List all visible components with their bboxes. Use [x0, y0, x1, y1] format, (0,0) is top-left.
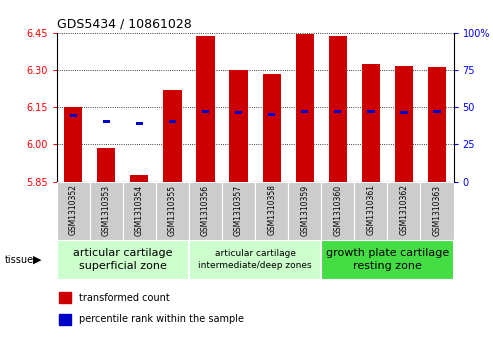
Text: GSM1310359: GSM1310359 [300, 184, 309, 236]
Text: GSM1310354: GSM1310354 [135, 184, 144, 236]
Bar [222, 182, 255, 240]
Bar [268, 113, 275, 115]
Bar [329, 36, 347, 182]
Bar [196, 36, 214, 182]
Bar [59, 292, 70, 303]
Bar [57, 182, 90, 240]
Text: GSM1310353: GSM1310353 [102, 184, 111, 236]
Bar [123, 33, 156, 182]
Bar [163, 90, 181, 182]
Bar [301, 110, 309, 113]
Bar [130, 175, 148, 182]
Bar [321, 182, 354, 240]
Text: articular cartilage
intermediate/deep zones: articular cartilage intermediate/deep zo… [198, 249, 312, 270]
Text: GSM1310361: GSM1310361 [366, 184, 375, 235]
Bar [169, 121, 176, 123]
Bar [433, 110, 441, 113]
Bar [387, 182, 421, 240]
Text: ▶: ▶ [33, 254, 41, 265]
Bar [123, 182, 156, 240]
Text: GSM1310357: GSM1310357 [234, 184, 243, 236]
Text: GSM1310352: GSM1310352 [69, 184, 78, 235]
Bar [400, 111, 408, 114]
Bar [90, 182, 123, 240]
Bar [235, 111, 242, 114]
Bar [202, 110, 209, 113]
Bar [222, 33, 255, 182]
Bar [296, 34, 314, 182]
Bar [255, 33, 288, 182]
Bar [90, 33, 123, 182]
Bar [354, 182, 387, 240]
Bar [367, 110, 375, 113]
Text: GSM1310362: GSM1310362 [399, 184, 409, 235]
Bar [136, 122, 143, 125]
Bar [230, 70, 247, 182]
Bar [321, 240, 454, 280]
Bar [103, 121, 110, 123]
Text: GSM1310355: GSM1310355 [168, 184, 177, 236]
Text: GDS5434 / 10861028: GDS5434 / 10861028 [57, 17, 191, 30]
Bar [59, 314, 70, 325]
Text: tissue: tissue [5, 254, 34, 265]
Bar [354, 33, 387, 182]
Bar [189, 240, 321, 280]
Bar [387, 33, 421, 182]
Bar [334, 110, 342, 113]
Bar [288, 182, 321, 240]
Text: transformed count: transformed count [78, 293, 169, 303]
Text: GSM1310360: GSM1310360 [333, 184, 342, 236]
Bar [189, 182, 222, 240]
Text: percentile rank within the sample: percentile rank within the sample [78, 314, 244, 325]
Bar [189, 33, 222, 182]
Text: growth plate cartilage
resting zone: growth plate cartilage resting zone [326, 248, 449, 271]
Bar [64, 107, 82, 182]
Bar [421, 182, 454, 240]
Bar [362, 64, 380, 182]
Bar [255, 182, 288, 240]
Text: GSM1310358: GSM1310358 [267, 184, 276, 235]
Bar [288, 33, 321, 182]
Bar [156, 182, 189, 240]
Bar [428, 68, 446, 182]
Bar [57, 240, 189, 280]
Text: articular cartilage
superficial zone: articular cartilage superficial zone [73, 248, 173, 271]
Bar [70, 114, 77, 117]
Bar [421, 33, 454, 182]
Bar [97, 147, 115, 182]
Bar [263, 74, 281, 182]
Bar [321, 33, 354, 182]
Bar [156, 33, 189, 182]
Bar [395, 66, 413, 182]
Text: GSM1310363: GSM1310363 [432, 184, 442, 236]
Text: GSM1310356: GSM1310356 [201, 184, 210, 236]
Bar [57, 33, 90, 182]
